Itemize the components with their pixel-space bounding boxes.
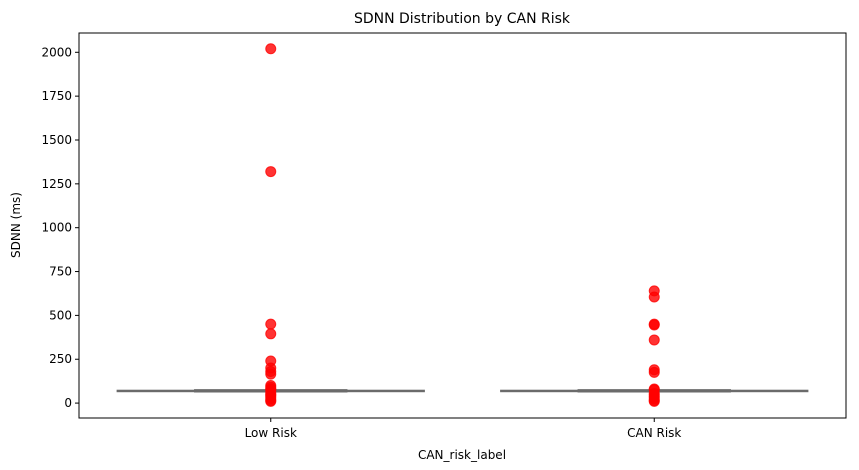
chart-title: SDNN Distribution by CAN Risk xyxy=(354,11,571,27)
plot-area: 0 250 500 750 1000 1250 1500 1750 2000 Low Risk CA… xyxy=(41,43,809,440)
y-tick-label: 0 xyxy=(64,396,72,410)
y-tick-label: 2000 xyxy=(41,45,72,59)
y-tick-label: 750 xyxy=(49,265,72,279)
y-tick-label: 1000 xyxy=(41,221,72,235)
outlier-point xyxy=(648,291,660,303)
outlier-point xyxy=(265,166,277,178)
outlier-point xyxy=(648,334,660,346)
x-tick-label: CAN Risk xyxy=(627,426,681,440)
outlier-point xyxy=(648,366,660,378)
x-axis-label: CAN_risk_label xyxy=(418,448,506,462)
y-tick-label: 1250 xyxy=(41,177,72,191)
outlier-point xyxy=(265,368,277,380)
y-tick-label: 1750 xyxy=(41,89,72,103)
outlier-point xyxy=(648,395,660,407)
outlier-point xyxy=(265,43,277,55)
y-axis-label: SDNN (ms) xyxy=(9,192,23,258)
outlier-point xyxy=(265,395,277,407)
y-tick-label: 250 xyxy=(49,352,72,366)
y-tick-label: 1500 xyxy=(41,133,72,147)
outlier-point xyxy=(265,318,277,330)
plot-frame xyxy=(78,32,847,419)
outlier-point xyxy=(648,319,660,331)
outlier-point xyxy=(265,328,277,340)
y-tick-label: 500 xyxy=(49,308,72,322)
x-tick-label: Low Risk xyxy=(245,426,297,440)
